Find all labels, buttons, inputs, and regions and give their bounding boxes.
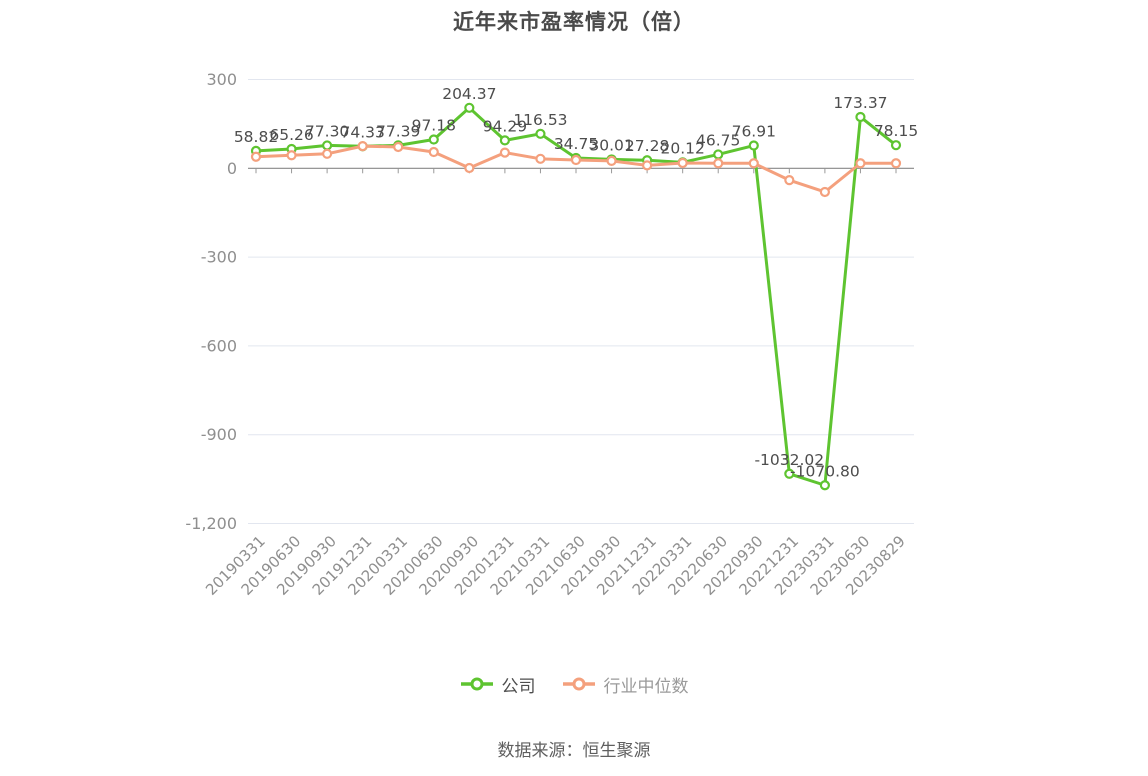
data-label: 58.82 [234,128,278,146]
data-label: 30.01 [589,136,633,154]
data-label: 76.91 [732,123,776,141]
data-label: 34.75 [554,135,598,153]
data-point-industry-median [286,150,297,161]
data-point-industry-median [642,160,653,171]
data-label: 46.75 [696,131,740,149]
legend-label-industry-median: 行业中位数 [603,676,689,697]
data-point-company [499,135,510,146]
data-label: 20.12 [660,139,704,157]
data-point-industry-median [890,158,902,169]
data-point-company [428,134,439,145]
data-point-industry-median [535,153,546,164]
data-point-company [890,140,902,151]
data-label: 173.37 [833,94,887,112]
data-point-industry-median [748,158,759,169]
data-point-company [464,102,475,113]
legend-marker-industry-median [562,677,595,691]
data-label: -1032.02 [754,451,824,469]
data-point-industry-median [570,154,582,166]
data-point-company [784,468,795,479]
data-point-industry-median [784,175,795,186]
legend-item-company[interactable]: 公司 [460,672,536,697]
data-label: 116.53 [513,111,567,129]
data-point-company [855,111,866,123]
data-point-industry-median [819,186,830,198]
data-label: 27.28 [625,137,669,155]
y-axis-tick-label: -900 [201,425,237,444]
data-point-industry-median [428,146,439,158]
data-label: 94.29 [483,117,527,135]
data-label: 77.39 [376,122,420,140]
data-source-caption: 数据来源：恒生聚源 [497,741,651,761]
data-label: -1070.80 [790,462,860,480]
y-axis-tick-label: -300 [201,248,237,267]
data-point-industry-median [250,151,262,162]
legend-label-company: 公司 [501,676,536,697]
y-axis-tick-label: 300 [206,70,237,89]
legend: 公司 行业中位数 [0,670,1148,698]
data-label: 65.26 [269,126,313,144]
data-point-industry-median [677,157,688,169]
data-point-company [713,149,724,160]
data-point-industry-median [606,155,617,166]
data-point-industry-median [357,141,368,152]
data-label: 204.37 [442,85,496,103]
y-axis-tick-label: 0 [227,159,237,178]
data-point-company [535,128,546,139]
plot-area: 3000-300-600-900-1,200201903312019063020… [185,70,918,599]
data-point-company [819,480,830,491]
data-point-industry-median [393,141,404,153]
data-label: 74.33 [340,123,384,141]
chart-title: 近年来市盈率情况（倍） [453,10,695,34]
data-point-industry-median [464,162,475,174]
data-label: 97.18 [412,117,456,135]
data-point-company [748,140,759,151]
data-point-industry-median [499,147,510,158]
y-axis-tick-label: -600 [201,336,237,355]
data-point-industry-median [322,148,333,159]
legend-marker-company [460,677,493,691]
y-axis-tick-label: -1,200 [185,514,237,533]
data-label: 78.15 [874,122,918,140]
data-point-industry-median [713,158,724,169]
data-label: 77.30 [305,122,349,140]
data-point-company [322,140,333,151]
legend-item-industry-median[interactable]: 行业中位数 [562,672,689,697]
data-point-industry-median [855,158,866,169]
